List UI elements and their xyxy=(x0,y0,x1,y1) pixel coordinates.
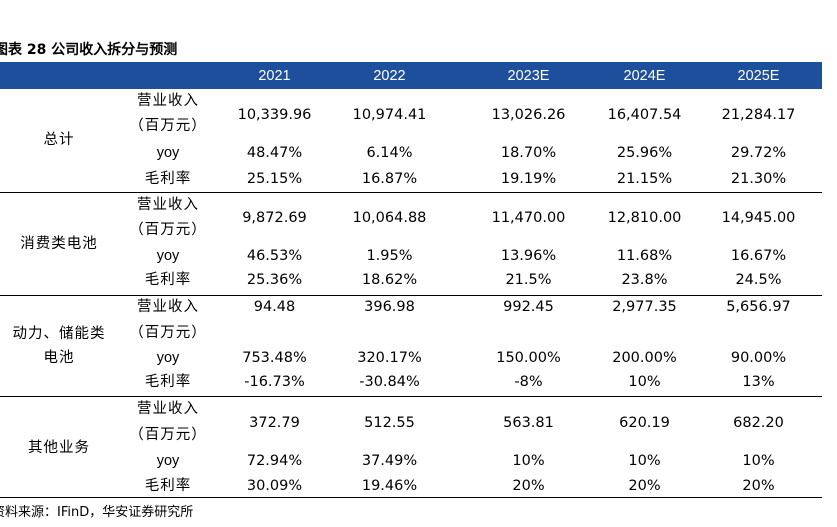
yoy-label: yoy xyxy=(156,350,180,366)
margin-cell: 19.19% xyxy=(500,171,557,187)
revenue-cell: 14,945.00 xyxy=(721,210,796,226)
revenue-cell: 11,470.00 xyxy=(491,210,566,226)
revenue-label: 营业收入 xyxy=(137,197,199,213)
margin-cell: 10% xyxy=(628,374,661,390)
revenue-label: 营业收入 xyxy=(137,401,199,417)
margin-cell: 20% xyxy=(742,478,775,494)
revenue-cell: 372.79 xyxy=(249,415,300,431)
margin-label: 毛利率 xyxy=(144,374,192,390)
margin-cell: 16.87% xyxy=(361,171,418,187)
yoy-cell: 10% xyxy=(742,453,775,469)
group-divider xyxy=(0,396,822,397)
margin-cell: 20% xyxy=(628,478,661,494)
yoy-cell: 200.00% xyxy=(612,350,677,366)
revenue-cell: 5,656.97 xyxy=(726,299,791,315)
revenue-cell: 992.45 xyxy=(503,299,554,315)
yoy-cell: 90.00% xyxy=(730,350,787,366)
yoy-label: yoy xyxy=(156,145,180,161)
margin-cell: -8% xyxy=(514,374,543,390)
group-name: 消费类电池 xyxy=(20,236,98,252)
margin-cell: 23.8% xyxy=(621,272,668,288)
revenue-cell: 21,284.17 xyxy=(721,107,796,123)
header-year-2022: 2022 xyxy=(373,68,406,84)
revenue-cell: 9,872.69 xyxy=(242,210,307,226)
revenue-label: 营业收入 xyxy=(137,93,199,109)
group-total: 总计 营业收入 （百万元） yoy 毛利率 10,339.96 10,974.4… xyxy=(0,89,822,193)
margin-cell: 25.36% xyxy=(246,272,303,288)
revenue-label: 营业收入 xyxy=(137,299,199,315)
yoy-cell: 6.14% xyxy=(366,145,413,161)
revenue-cell: 13,026.26 xyxy=(491,107,566,123)
yoy-cell: 37.49% xyxy=(361,453,418,469)
margin-cell: 19.46% xyxy=(361,478,418,494)
group-name: 其他业务 xyxy=(28,440,90,456)
margin-label: 毛利率 xyxy=(144,171,192,187)
revenue-unit-label: （百万元） xyxy=(129,427,207,443)
revenue-cell: 563.81 xyxy=(503,415,554,431)
yoy-label: yoy xyxy=(156,453,180,469)
revenue-cell: 16,407.54 xyxy=(607,107,682,123)
header-year-2024e: 2024E xyxy=(623,68,666,84)
group-power-storage-battery: 动力、储能类 电池 营业收入 （百万元） yoy 毛利率 94.48 396.9… xyxy=(0,296,822,397)
source-note: 资料来源：IFinD，华安证券研究所 xyxy=(0,505,194,520)
group-name-line2: 电池 xyxy=(43,350,75,366)
table-header-row: 2021 2022 2023E 2024E 2025E xyxy=(0,63,822,89)
revenue-cell: 10,974.41 xyxy=(352,107,427,123)
revenue-cell: 10,339.96 xyxy=(237,107,312,123)
revenue-unit-label: （百万元） xyxy=(129,222,207,238)
margin-cell: 20% xyxy=(512,478,545,494)
margin-cell: 21.5% xyxy=(505,272,552,288)
header-year-2023e: 2023E xyxy=(507,68,550,84)
revenue-cell: 10,064.88 xyxy=(352,210,427,226)
yoy-label: yoy xyxy=(156,248,180,264)
margin-cell: 21.30% xyxy=(730,171,787,187)
margin-label: 毛利率 xyxy=(144,478,192,494)
yoy-cell: 10% xyxy=(628,453,661,469)
yoy-cell: 320.17% xyxy=(357,350,422,366)
yoy-cell: 25.96% xyxy=(616,145,673,161)
yoy-cell: 11.68% xyxy=(616,248,673,264)
revenue-cell: 12,810.00 xyxy=(607,210,682,226)
margin-cell: 24.5% xyxy=(735,272,782,288)
yoy-cell: 48.47% xyxy=(246,145,303,161)
yoy-cell: 72.94% xyxy=(246,453,303,469)
revenue-cell: 620.19 xyxy=(619,415,670,431)
yoy-cell: 753.48% xyxy=(242,350,307,366)
table-bottom-border xyxy=(0,497,822,498)
yoy-cell: 29.72% xyxy=(730,145,787,161)
margin-cell: -30.84% xyxy=(359,374,420,390)
margin-cell: 30.09% xyxy=(246,478,303,494)
revenue-cell: 2,977.35 xyxy=(612,299,677,315)
revenue-cell: 512.55 xyxy=(364,415,415,431)
revenue-cell: 396.98 xyxy=(364,299,415,315)
margin-cell: 25.15% xyxy=(246,171,303,187)
yoy-cell: 13.96% xyxy=(500,248,557,264)
margin-label: 毛利率 xyxy=(144,272,192,288)
revenue-cell: 682.20 xyxy=(733,415,784,431)
yoy-cell: 18.70% xyxy=(500,145,557,161)
group-consumer-battery: 消费类电池 营业收入 （百万元） yoy 毛利率 9,872.69 10,064… xyxy=(0,193,822,296)
group-divider xyxy=(0,295,822,296)
margin-cell: 18.62% xyxy=(361,272,418,288)
margin-cell: -16.73% xyxy=(244,374,305,390)
yoy-cell: 46.53% xyxy=(246,248,303,264)
yoy-cell: 10% xyxy=(512,453,545,469)
header-year-2025e: 2025E xyxy=(737,68,780,84)
revenue-cell: 94.48 xyxy=(253,299,296,315)
revenue-unit-label: （百万元） xyxy=(129,325,207,341)
header-year-2021: 2021 xyxy=(258,68,291,84)
yoy-cell: 1.95% xyxy=(366,248,413,264)
table-title: 图表 28 公司收入拆分与预测 xyxy=(0,42,178,58)
group-other-business: 其他业务 营业收入 （百万元） yoy 毛利率 372.79 512.55 56… xyxy=(0,397,822,497)
yoy-cell: 16.67% xyxy=(730,248,787,264)
margin-cell: 13% xyxy=(742,374,775,390)
margin-cell: 21.15% xyxy=(616,171,673,187)
yoy-cell: 150.00% xyxy=(496,350,561,366)
revenue-unit-label: （百万元） xyxy=(129,118,207,134)
group-divider xyxy=(0,192,822,193)
group-name: 总计 xyxy=(43,132,75,148)
group-name-line1: 动力、储能类 xyxy=(12,326,106,342)
